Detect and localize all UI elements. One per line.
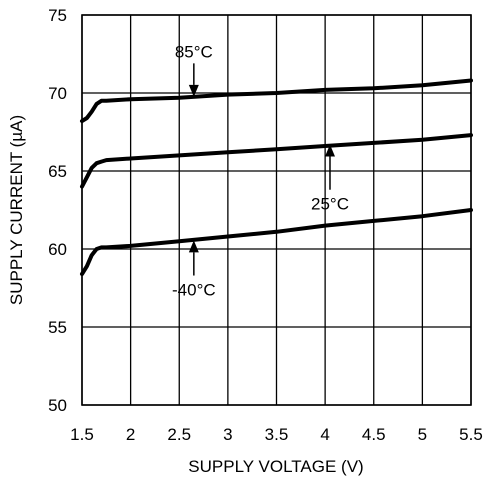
annotation-arrow-head xyxy=(324,144,335,157)
y-tick-label: 60 xyxy=(48,240,67,259)
annotation-label: -40°C xyxy=(172,281,216,300)
y-tick-label: 65 xyxy=(48,162,67,181)
y-axis-title: SUPPLY CURRENT (µA) xyxy=(7,115,26,305)
series-line-40-c xyxy=(80,208,473,276)
x-tick-label: 5.5 xyxy=(459,425,483,444)
annotation-25-c: 25°C xyxy=(311,144,349,214)
x-tick-label: 5 xyxy=(418,425,427,444)
x-tick-label: 2.5 xyxy=(167,425,191,444)
series-line-25-c xyxy=(80,133,473,189)
y-tick-label: 75 xyxy=(48,6,67,25)
annotation-label: 85°C xyxy=(175,42,213,61)
x-tick-labels: 1.5 2 2.5 3 3.5 4 4.5 5 5.5 xyxy=(70,425,483,444)
annotation-arrow-head xyxy=(188,240,199,253)
annotation-40-c: -40°C xyxy=(172,240,216,300)
x-tick-label: 1.5 xyxy=(70,425,94,444)
series-group xyxy=(80,78,473,276)
annotation-85-c: 85°C xyxy=(175,42,213,97)
y-tick-label: 50 xyxy=(48,396,67,415)
y-tick-label: 70 xyxy=(48,84,67,103)
annotations-group: 85°C 25°C -40°C xyxy=(172,42,349,299)
y-tick-label: 55 xyxy=(48,318,67,337)
annotation-label: 25°C xyxy=(311,195,349,214)
x-tick-label: 3 xyxy=(223,425,232,444)
grid xyxy=(81,14,472,406)
x-tick-label: 4.5 xyxy=(362,425,386,444)
x-axis-title: SUPPLY VOLTAGE (V) xyxy=(188,457,363,476)
annotation-arrow-head xyxy=(188,84,199,97)
x-tick-label: 2 xyxy=(126,425,135,444)
series-line-85-c xyxy=(80,78,473,124)
x-tick-label: 4 xyxy=(320,425,329,444)
x-tick-label: 3.5 xyxy=(265,425,289,444)
y-tick-labels: 50 55 60 65 70 75 xyxy=(48,6,67,415)
